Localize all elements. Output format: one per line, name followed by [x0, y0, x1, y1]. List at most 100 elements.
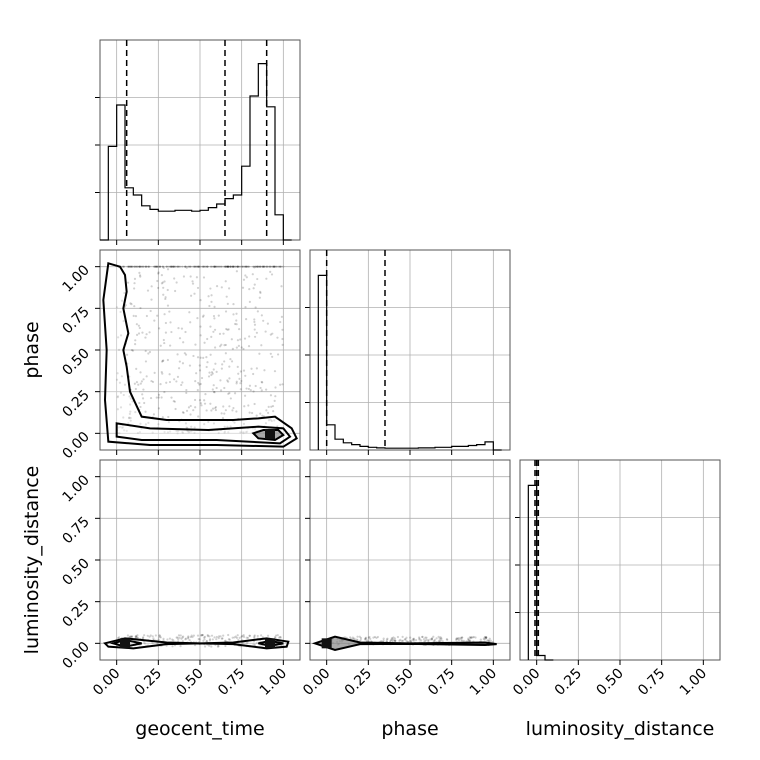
pair-phase-luminosity-distance-sample-11: [422, 638, 426, 641]
pair-geocent-time-luminosity-distance-sample-108: [151, 642, 154, 645]
pair-geocent-time-phase-sample-66: [157, 407, 161, 410]
pair-geocent-time-phase-sample-253: [134, 411, 137, 414]
pair-geocent-time-phase-sample-667: [134, 314, 138, 318]
pair-geocent-time-luminosity-distance-sample-226: [233, 636, 236, 639]
pair-geocent-time-phase-sample-2: [144, 336, 147, 339]
pair-geocent-time-phase-sample-481: [230, 360, 234, 363]
pair-geocent-time-phase-sample-489: [254, 265, 257, 268]
pair-geocent-time-phase-sample-582: [189, 265, 192, 268]
pair-geocent-time-luminosity-distance-sample-133: [198, 638, 201, 641]
pair-phase-luminosity-distance-sample-80: [440, 638, 443, 641]
pair-geocent-time-phase-sample-607: [172, 265, 175, 268]
pair-geocent-time-phase-sample-429: [224, 265, 227, 268]
pair-geocent-time-phase-sample-544: [128, 395, 131, 398]
pair-geocent-time-luminosity-distance-sample-126: [215, 635, 218, 639]
pair-geocent-time-phase-sample-574: [138, 274, 142, 277]
pair-geocent-time-phase-sample-394: [176, 265, 179, 268]
pair-phase-luminosity-distance-sample-130: [343, 636, 347, 639]
pair-phase-luminosity-distance-sample-78: [365, 639, 368, 642]
pair-geocent-time-phase-sample-424: [205, 409, 208, 412]
pair-geocent-time-phase-sample-526: [174, 289, 177, 293]
pair-geocent-time-phase-sample-655: [178, 360, 181, 363]
pair-geocent-time-phase-sample-315: [217, 431, 220, 435]
pair-geocent-time-phase-sample-443: [157, 423, 160, 426]
pair-geocent-time-phase-sample-181: [175, 429, 178, 433]
pair-phase-luminosity-distance-sample-76: [485, 636, 488, 639]
pair-geocent-time-luminosity-distance-sample-163: [191, 635, 194, 639]
pair-phase-luminosity-distance-sample-245: [351, 636, 354, 639]
pair-phase-luminosity-distance-sample-251: [487, 640, 491, 643]
pair-geocent-time-phase-sample-213: [280, 285, 283, 288]
pair-geocent-time-phase-sample-690: [200, 376, 204, 380]
pair-geocent-time-luminosity-distance-sample-31: [253, 635, 256, 638]
pair-geocent-time-phase-sample-478: [206, 265, 209, 268]
pair-geocent-time-phase-sample-74: [187, 406, 191, 409]
pair-phase-luminosity-distance-sample-99: [456, 638, 459, 641]
pair-geocent-time-phase-sample-422: [231, 409, 234, 412]
pair-geocent-time-phase-sample-188: [220, 367, 223, 370]
pair-geocent-time-phase-sample-164: [265, 265, 268, 268]
pair-geocent-time-phase-sample-674: [196, 317, 199, 320]
pair-geocent-time-phase-sample-136: [184, 265, 187, 268]
pair-phase-luminosity-distance-sample-208: [391, 639, 394, 642]
pair-geocent-time-luminosity-distance-sample-60: [189, 635, 192, 639]
pair-geocent-time-phase-sample-56: [138, 401, 141, 405]
pair-geocent-time-luminosity-distance-sample-116: [252, 643, 255, 646]
pair-geocent-time-phase-sample-6: [150, 298, 153, 301]
pair-phase-luminosity-distance-sample-176: [437, 635, 440, 638]
pair-geocent-time-phase-sample-352: [149, 309, 152, 313]
pair-geocent-time-phase-sample-82: [193, 292, 196, 295]
pair-geocent-time-phase-sample-600: [259, 386, 262, 390]
pair-geocent-time-phase-sample-519: [167, 265, 171, 268]
pair-geocent-time-phase-sample-230: [150, 285, 153, 288]
pair-geocent-time-luminosity-distance-sample-10: [129, 635, 132, 638]
pair-geocent-time-phase-sample-656: [235, 323, 238, 326]
pair-geocent-time-phase-sample-282: [237, 265, 240, 268]
pair-geocent-time-phase-sample-186: [166, 288, 169, 292]
pair-phase-luminosity-distance-sample-167: [367, 636, 370, 639]
pair-geocent-time-phase-sample-432: [201, 265, 204, 268]
pair-geocent-time-phase-sample-261: [161, 360, 164, 363]
pair-geocent-time-phase-sample-698: [190, 294, 193, 297]
pair-geocent-time-phase-ytick-label-0: 0.00: [59, 429, 92, 462]
pair-geocent-time-phase-sample-133: [133, 305, 136, 308]
pair-geocent-time-luminosity-distance-sample-192: [177, 634, 181, 637]
pair-geocent-time-phase-sample-499: [246, 265, 249, 268]
pair-geocent-time-phase-sample-662: [267, 419, 271, 422]
pair-geocent-time-phase-sample-677: [258, 296, 261, 299]
pair-geocent-time-phase-sample-255: [203, 423, 206, 426]
pair-phase-luminosity-distance-sample-66: [364, 637, 367, 640]
pair-geocent-time-phase-sample-349: [223, 386, 226, 390]
pair-geocent-time-phase-sample-604: [133, 277, 137, 280]
pair-geocent-time-phase-sample-660: [211, 372, 214, 375]
pair-geocent-time-luminosity-distance-sample-99: [197, 637, 200, 641]
pair-geocent-time-phase-sample-657: [220, 286, 223, 289]
pair-phase-luminosity-distance-sample-240: [438, 639, 441, 642]
pair-phase-luminosity-distance-sample-115: [392, 638, 395, 642]
pair-geocent-time-phase-sample-592: [231, 265, 234, 268]
pair-geocent-time-phase-sample-146: [153, 319, 156, 322]
pair-phase-luminosity-distance-sample-24: [457, 639, 461, 642]
pair-phase-luminosity-distance-sample-8: [427, 639, 430, 643]
pair-geocent-time-luminosity-distance-dense-core-2: [265, 638, 275, 649]
pair-geocent-time-phase-sample-279: [204, 265, 207, 268]
pair-geocent-time-phase-sample-257: [152, 413, 156, 416]
pair-geocent-time-luminosity-distance-sample-213: [159, 636, 162, 639]
pair-geocent-time-phase-sample-671: [232, 313, 235, 316]
pair-geocent-time-phase-sample-330: [129, 410, 132, 413]
pair-geocent-time-phase-sample-470: [265, 388, 268, 391]
pair-geocent-time-phase-sample-137: [138, 265, 141, 268]
pair-phase-luminosity-distance-sample-232: [409, 639, 412, 643]
pair-geocent-time-luminosity-distance-xtick-label-3: 0.75: [215, 666, 248, 699]
pair-geocent-time-phase-sample-420: [219, 265, 222, 268]
pair-geocent-time-phase-sample-637: [258, 265, 262, 268]
pair-geocent-time-luminosity-distance-sample-139: [224, 644, 227, 648]
pair-geocent-time-phase-sample-229: [203, 399, 206, 402]
pair-geocent-time-phase-sample-596: [241, 265, 244, 268]
pair-geocent-time-phase-ytick-label-2: 0.50: [59, 346, 92, 379]
pair-geocent-time-luminosity-distance-sample-220: [260, 634, 263, 637]
pair-geocent-time-phase-sample-305: [148, 265, 151, 268]
pair-geocent-time-phase-sample-399: [129, 419, 132, 422]
pair-geocent-time-phase-sample-49: [210, 265, 213, 268]
pair-geocent-time-phase-sample-9: [162, 286, 165, 289]
